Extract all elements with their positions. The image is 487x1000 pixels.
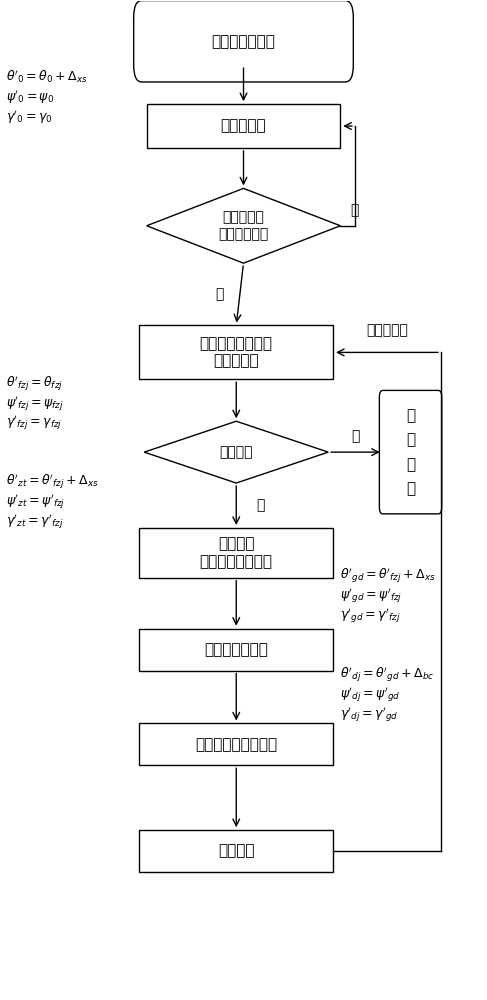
Bar <box>139 629 333 671</box>
Text: $\psi'_0 = \psi_0$: $\psi'_0 = \psi_0$ <box>6 88 55 106</box>
Text: $\theta'_{fzj} = \theta_{fzj}$: $\theta'_{fzj} = \theta_{fzj}$ <box>6 374 63 393</box>
Text: 弹载计算机控制解算: 弹载计算机控制解算 <box>195 737 277 752</box>
Text: $\theta'_{gd} = \theta'_{fzj} + \Delta_{xs}$: $\theta'_{gd} = \theta'_{fzj} + \Delta_{… <box>340 567 436 585</box>
Polygon shape <box>144 421 328 483</box>
Text: $\theta'_0 = \theta_0 + \Delta_{xs}$: $\theta'_0 = \theta_0 + \Delta_{xs}$ <box>6 69 88 85</box>
Bar <box>139 830 333 872</box>
Polygon shape <box>147 188 340 263</box>
FancyBboxPatch shape <box>133 1 354 82</box>
Text: $\gamma'_0 = \gamma_0$: $\gamma'_0 = \gamma_0$ <box>6 108 53 126</box>
Text: 舐反馈信息: 舐反馈信息 <box>366 323 408 337</box>
Text: 否: 否 <box>351 203 359 217</box>
FancyBboxPatch shape <box>379 390 442 514</box>
Text: $\psi'_{gd} = \psi'_{fzj}$: $\psi'_{gd} = \psi'_{fzj}$ <box>340 586 403 605</box>
Text: $\gamma'_{gd} = \gamma'_{fzj}$: $\gamma'_{gd} = \gamma'_{fzj}$ <box>340 606 401 625</box>
Bar <box>139 528 333 578</box>
Text: $\gamma'_{fzj} = \gamma_{fzj}$: $\gamma'_{fzj} = \gamma_{fzj}$ <box>6 414 62 432</box>
Text: $\psi'_{zt} = \psi'_{fzj}$: $\psi'_{zt} = \psi'_{fzj}$ <box>6 493 65 511</box>
Text: $\gamma'_{dj} = \gamma'_{gd}$: $\gamma'_{dj} = \gamma'_{gd}$ <box>340 705 399 724</box>
Text: 仿真计算机
查询是否激发: 仿真计算机 查询是否激发 <box>218 211 269 241</box>
Text: 条件判停: 条件判停 <box>220 445 253 459</box>
Bar <box>139 723 333 765</box>
Text: 否: 否 <box>256 498 264 512</box>
Text: $\theta'_{dj} = \theta'_{gd} + \Delta_{bc}$: $\theta'_{dj} = \theta'_{gd} + \Delta_{b… <box>340 665 435 684</box>
Text: 舐机响应: 舐机响应 <box>218 844 255 859</box>
Bar <box>147 104 340 148</box>
Text: $\psi'_{fzj} = \psi_{fzj}$: $\psi'_{fzj} = \psi_{fzj}$ <box>6 394 64 413</box>
Text: $\psi'_{dj} = \psi'_{gd}$: $\psi'_{dj} = \psi'_{gd}$ <box>340 685 401 704</box>
Text: 是: 是 <box>351 429 360 443</box>
Text: 初始姿态角装订: 初始姿态角装订 <box>211 34 276 49</box>
Text: 弹道信息实时解算
叠加犊牛角: 弹道信息实时解算 叠加犊牛角 <box>200 336 273 369</box>
Text: 是: 是 <box>215 287 224 301</box>
Text: 补偿注入计算机: 补偿注入计算机 <box>205 642 268 657</box>
Text: 转台初始化: 转台初始化 <box>221 119 266 134</box>
Text: 转台执行
惯性导航装置敏感: 转台执行 惯性导航装置敏感 <box>200 537 273 569</box>
Text: $\theta'_{zt} = \theta'_{fzj} + \Delta_{xs}$: $\theta'_{zt} = \theta'_{fzj} + \Delta_{… <box>6 473 99 491</box>
Bar <box>139 325 333 379</box>
Text: $\gamma'_{zt} = \gamma'_{fzj}$: $\gamma'_{zt} = \gamma'_{fzj}$ <box>6 513 64 531</box>
Text: 仿
真
结
束: 仿 真 结 束 <box>406 408 415 497</box>
